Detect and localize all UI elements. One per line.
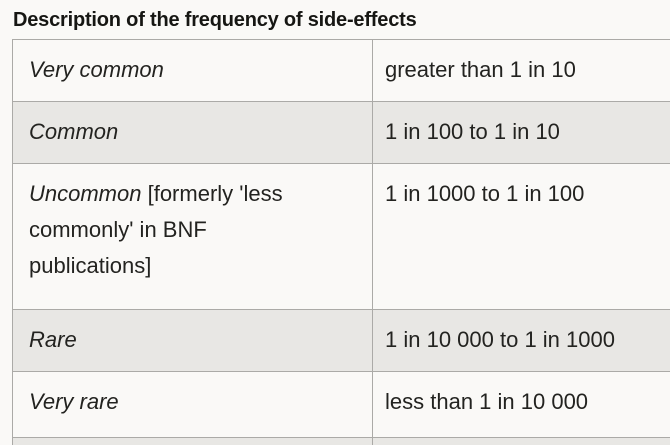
term-cell: Uncommon [formerly 'less commonly' in BN… bbox=[13, 164, 373, 309]
table-row-partial bbox=[13, 438, 670, 445]
table-row: Rare 1 in 10 000 to 1 in 1000 bbox=[13, 310, 670, 372]
term-cell: Very rare bbox=[13, 372, 373, 437]
frequency-cell: 1 in 10 000 to 1 in 1000 bbox=[385, 327, 615, 352]
table-row: Very rare less than 1 in 10 000 bbox=[13, 372, 670, 438]
frequency-cell: 1 in 100 to 1 in 10 bbox=[385, 119, 560, 144]
frequency-cell: 1 in 1000 to 1 in 100 bbox=[385, 181, 585, 206]
table-row: Common 1 in 100 to 1 in 10 bbox=[13, 102, 670, 164]
term-text: Very rare bbox=[29, 389, 119, 414]
table-row: Uncommon [formerly 'less commonly' in BN… bbox=[13, 164, 670, 310]
term-cell: Very common bbox=[13, 40, 373, 101]
frequency-cell: greater than 1 in 10 bbox=[385, 57, 576, 82]
term-text: Rare bbox=[29, 327, 77, 352]
term-cell: Common bbox=[13, 102, 373, 163]
page-header: Description of the frequency of side-eff… bbox=[0, 0, 670, 39]
frequency-cell: less than 1 in 10 000 bbox=[385, 389, 589, 414]
term-cell: Rare bbox=[13, 310, 373, 371]
frequency-cell bbox=[373, 438, 670, 445]
side-effect-frequency-table: Very common greater than 1 in 10 Common … bbox=[12, 39, 670, 445]
table-row: Very common greater than 1 in 10 bbox=[13, 40, 670, 102]
term-cell bbox=[13, 438, 373, 445]
page-title: Description of the frequency of side-eff… bbox=[13, 9, 417, 31]
term-text: Very common bbox=[29, 57, 164, 82]
term-text: Common bbox=[29, 119, 119, 144]
term-text: Uncommon bbox=[29, 181, 142, 206]
term-note: [formerly 'less commonly' in BNF publica… bbox=[29, 181, 283, 278]
